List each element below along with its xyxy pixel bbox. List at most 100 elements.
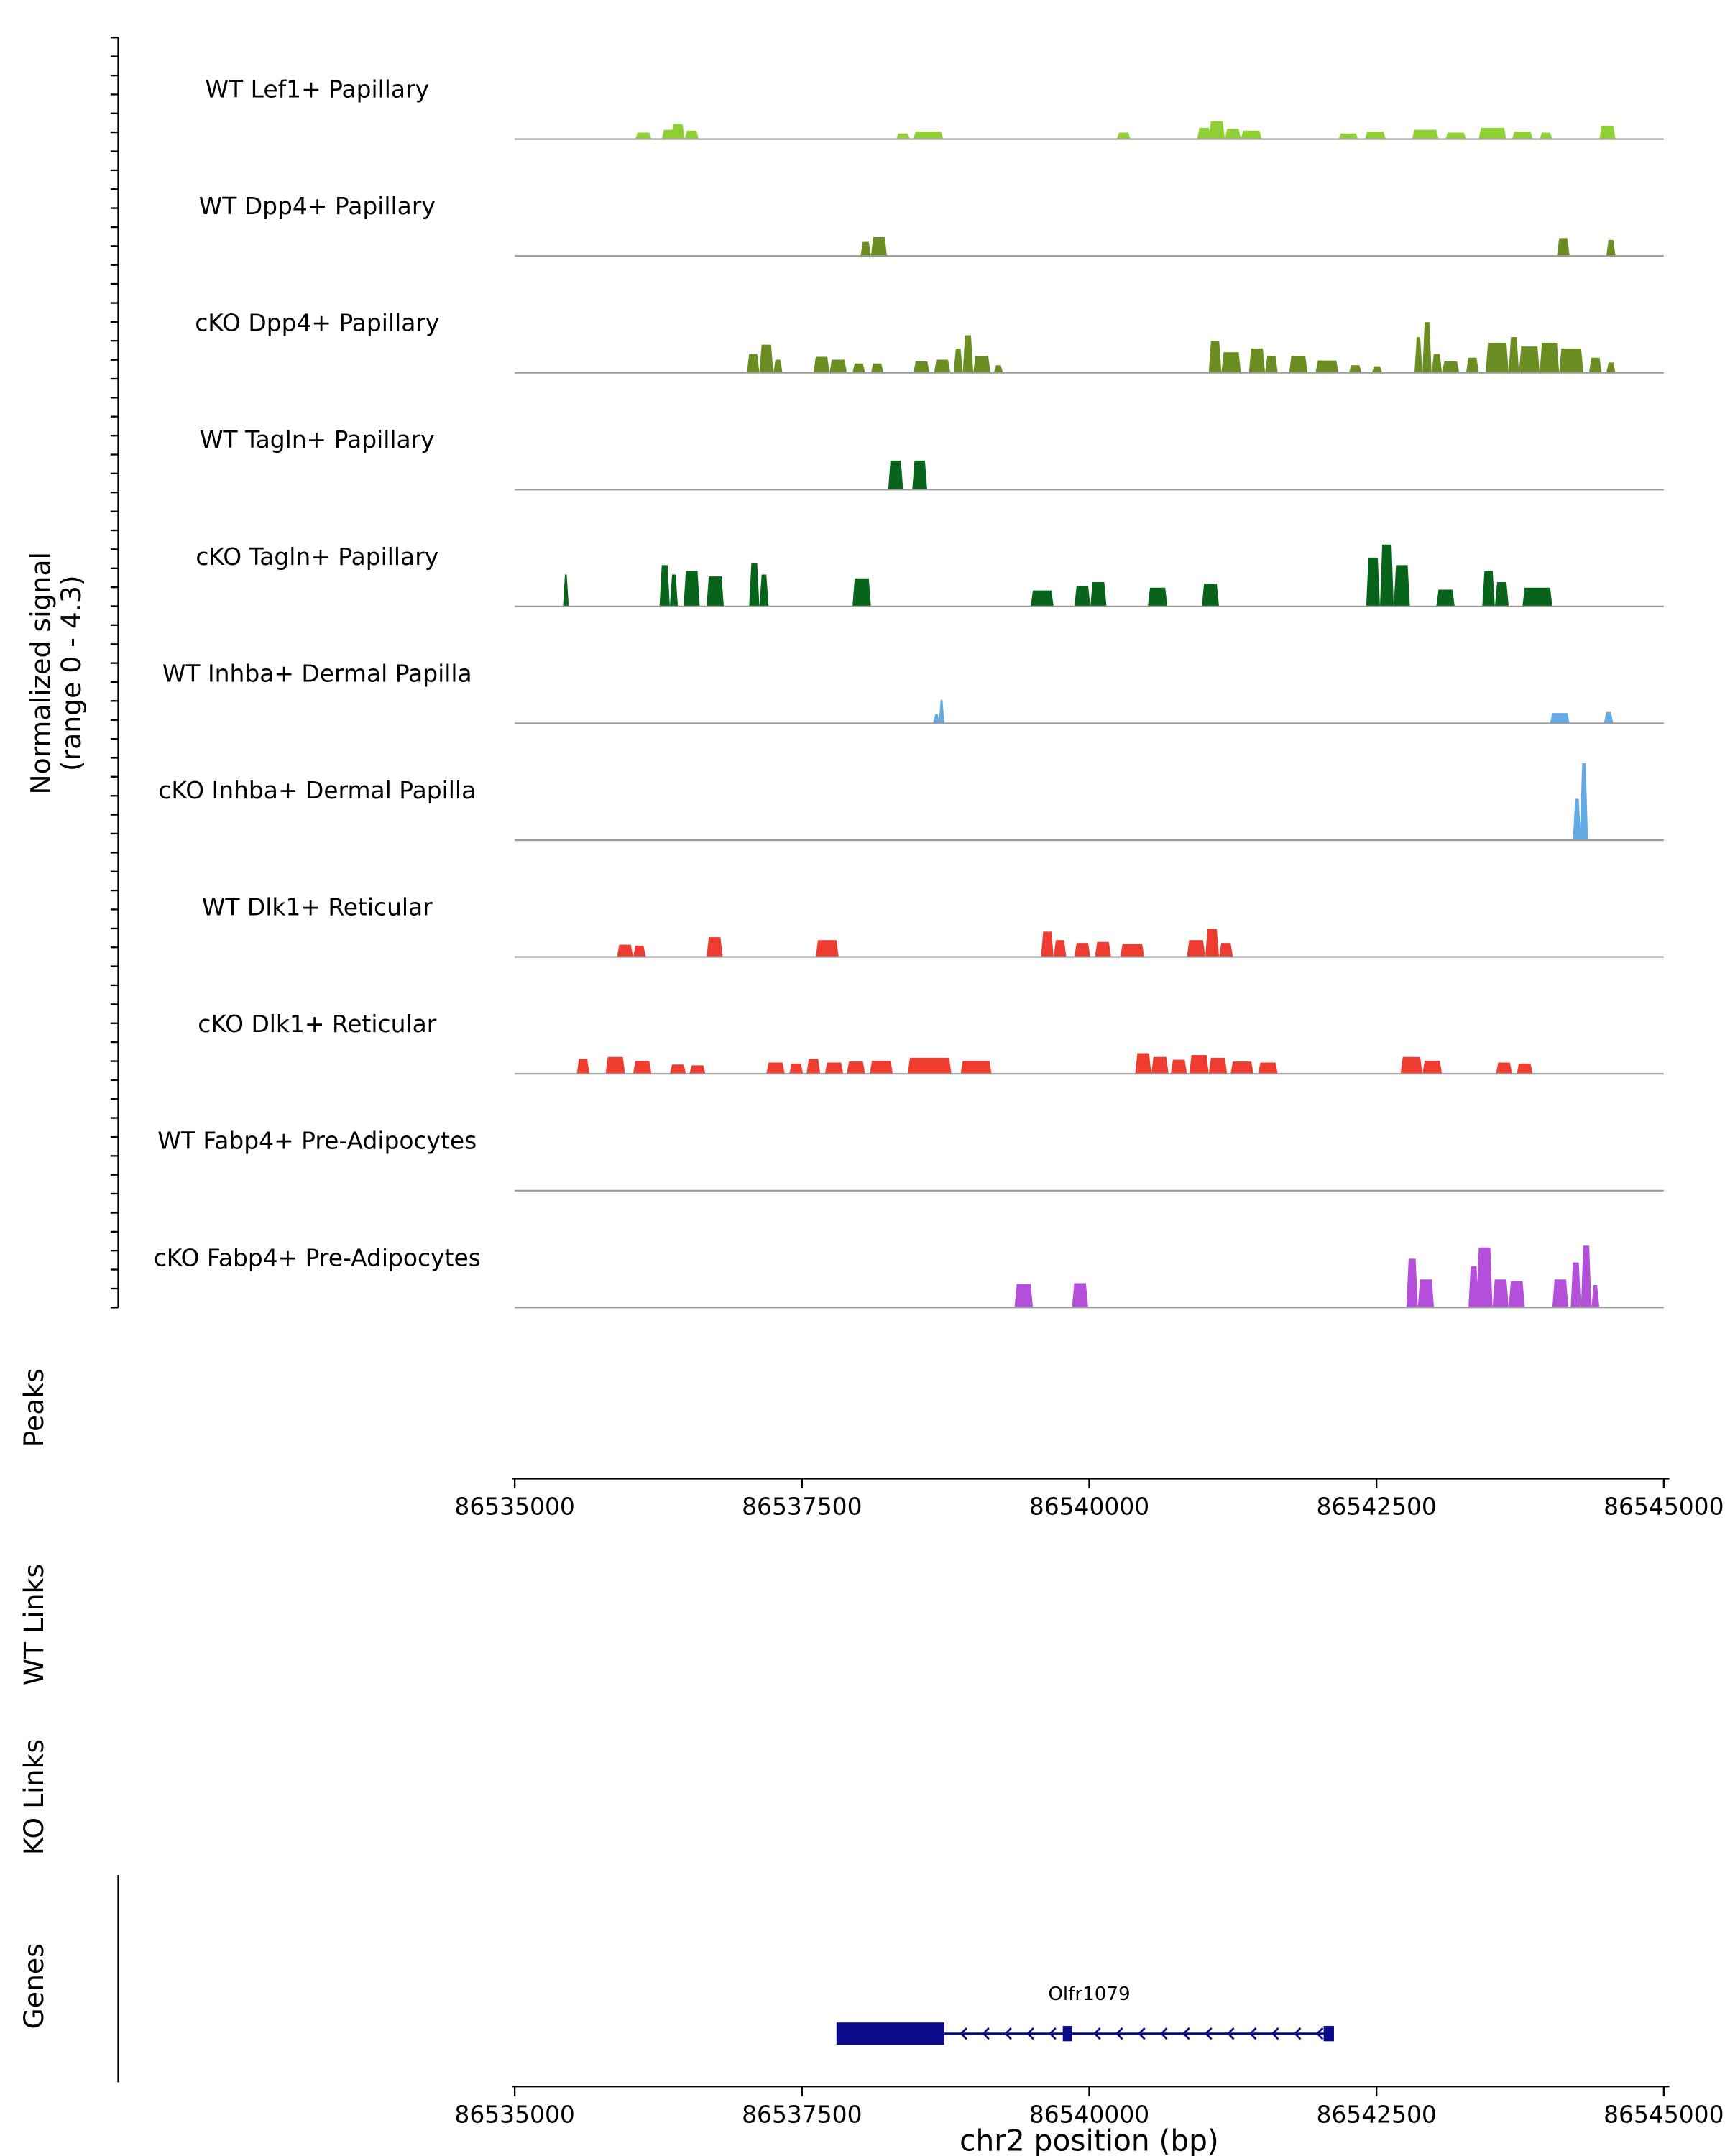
signal-peak [1436, 589, 1455, 607]
signal-peak [1496, 1062, 1512, 1074]
signal-peak [1550, 713, 1570, 724]
signal-peak [973, 356, 991, 373]
signal-peak [1135, 1053, 1151, 1074]
x-tick-label: 86535000 [454, 2101, 574, 2129]
signal-peak [907, 1057, 952, 1074]
signal-peak [1417, 1279, 1435, 1308]
section-label-ko-links: KO Links [18, 1739, 50, 1855]
signal-peak [896, 133, 910, 139]
signal-peak [1041, 931, 1054, 957]
signal-peak [1442, 361, 1460, 373]
signal-peak [1509, 337, 1519, 373]
signal-peak [1509, 1281, 1525, 1308]
track-label: cKO Dpp4+ Papillary [195, 309, 439, 337]
signal-peak [1557, 238, 1570, 257]
gene-name-label: Olfr1079 [1048, 1984, 1130, 2005]
signal-peak [1031, 590, 1054, 607]
x-tick-label: 86540000 [1029, 1493, 1149, 1521]
section-label-peaks: Peaks [18, 1368, 50, 1447]
signal-peak [870, 1061, 893, 1074]
signal-peak [747, 354, 760, 373]
signal-peak [939, 699, 944, 724]
strand-arrow-icon [1271, 2027, 1279, 2040]
signal-peak [1573, 798, 1581, 841]
signal-peak [617, 944, 633, 957]
signal-peak [1414, 337, 1423, 373]
strand-arrow-icon [1315, 2027, 1324, 2040]
signal-peak [1219, 943, 1233, 957]
signal-peak [1116, 132, 1131, 139]
signal-peak [749, 563, 760, 607]
x-tick-label: 86535000 [454, 1493, 574, 1521]
signal-track: cKO Tagln+ Papillary [196, 543, 1664, 607]
signal-peak [773, 359, 783, 373]
signal-peak [1187, 940, 1205, 957]
signal-peak [1517, 1063, 1533, 1074]
signal-peak [1208, 121, 1225, 139]
strand-arrow-icon [1026, 2027, 1034, 2040]
signal-peak [1581, 1245, 1592, 1308]
signal-peak [1371, 366, 1383, 373]
signal-peak [1208, 341, 1222, 373]
signal-peak [1170, 1059, 1187, 1074]
signal-peak [759, 344, 773, 373]
signal-peak [1202, 584, 1220, 607]
signal-peak [813, 356, 830, 373]
signal-track: WT Tagln+ Papillary [200, 425, 1664, 491]
signal-peak [1492, 1279, 1509, 1308]
x-tick-label: 86545000 [1604, 2101, 1724, 2129]
signal-peak [1208, 1057, 1228, 1074]
signal-tracks: WT Lef1+ Papillary WT Dpp4+ Papillary cKO … [154, 75, 1664, 1309]
track-label: WT Inhba+ Dermal Papilla [162, 659, 472, 687]
signal-peak [1205, 929, 1220, 957]
track-label: WT Lef1+ Papillary [206, 75, 430, 103]
strand-arrow-icon [1049, 2027, 1057, 2040]
signal-peak [806, 1059, 821, 1074]
signal-peak [815, 940, 839, 957]
signal-peak [707, 937, 723, 957]
signal-peak [563, 574, 569, 607]
signal-peak [1053, 940, 1067, 957]
signal-peak [1230, 1061, 1254, 1074]
signal-peak [829, 359, 847, 373]
signal-peak [960, 1061, 992, 1074]
signal-peak [1606, 239, 1616, 257]
signal-peak [1225, 129, 1241, 139]
strand-arrow-icon [1138, 2027, 1146, 2040]
signal-peak [1366, 557, 1380, 607]
signal-peak [1540, 132, 1552, 139]
signal-peak [1095, 941, 1111, 957]
signal-track: cKO Inhba+ Dermal Papilla [158, 763, 1664, 842]
signal-peak [576, 1059, 590, 1074]
signal-peak [962, 335, 974, 373]
signal-peak [1090, 582, 1107, 607]
signal-peak [993, 365, 1003, 373]
signal-peak [913, 132, 944, 139]
strand-arrow-icon [1248, 2027, 1257, 2040]
x-tick-label: 86545000 [1604, 1493, 1724, 1521]
gene-exon [1323, 2026, 1334, 2042]
signal-peak [912, 460, 927, 490]
signal-peak [1422, 322, 1432, 373]
section-label-genes: Genes [18, 1943, 50, 2029]
signal-peak [860, 241, 871, 257]
signal-track: cKO Dlk1+ Reticular [198, 1010, 1664, 1075]
signal-peak [1365, 132, 1386, 139]
track-label: WT Dpp4+ Papillary [199, 192, 436, 220]
strand-arrow-icon [1226, 2027, 1235, 2040]
signal-peak [1014, 1284, 1034, 1308]
section-label-wt-links: WT Links [18, 1564, 50, 1685]
signal-peak [1074, 943, 1091, 957]
signal-peak [1422, 1061, 1443, 1074]
strand-arrow-icon [1182, 2027, 1190, 2040]
signal-peak [759, 574, 769, 607]
signal-peak [659, 565, 670, 607]
signal-track: WT Dlk1+ Reticular [202, 893, 1664, 958]
track-label: cKO Inhba+ Dermal Papilla [158, 776, 476, 804]
signal-peak [1338, 133, 1358, 139]
y-axis-label-line2: (range 0 - 4.3) [55, 575, 87, 771]
signal-peak [1486, 342, 1509, 373]
strand-arrow-icon [1160, 2027, 1168, 2040]
signal-peak [605, 1056, 625, 1074]
signal-peak [1151, 1056, 1169, 1074]
